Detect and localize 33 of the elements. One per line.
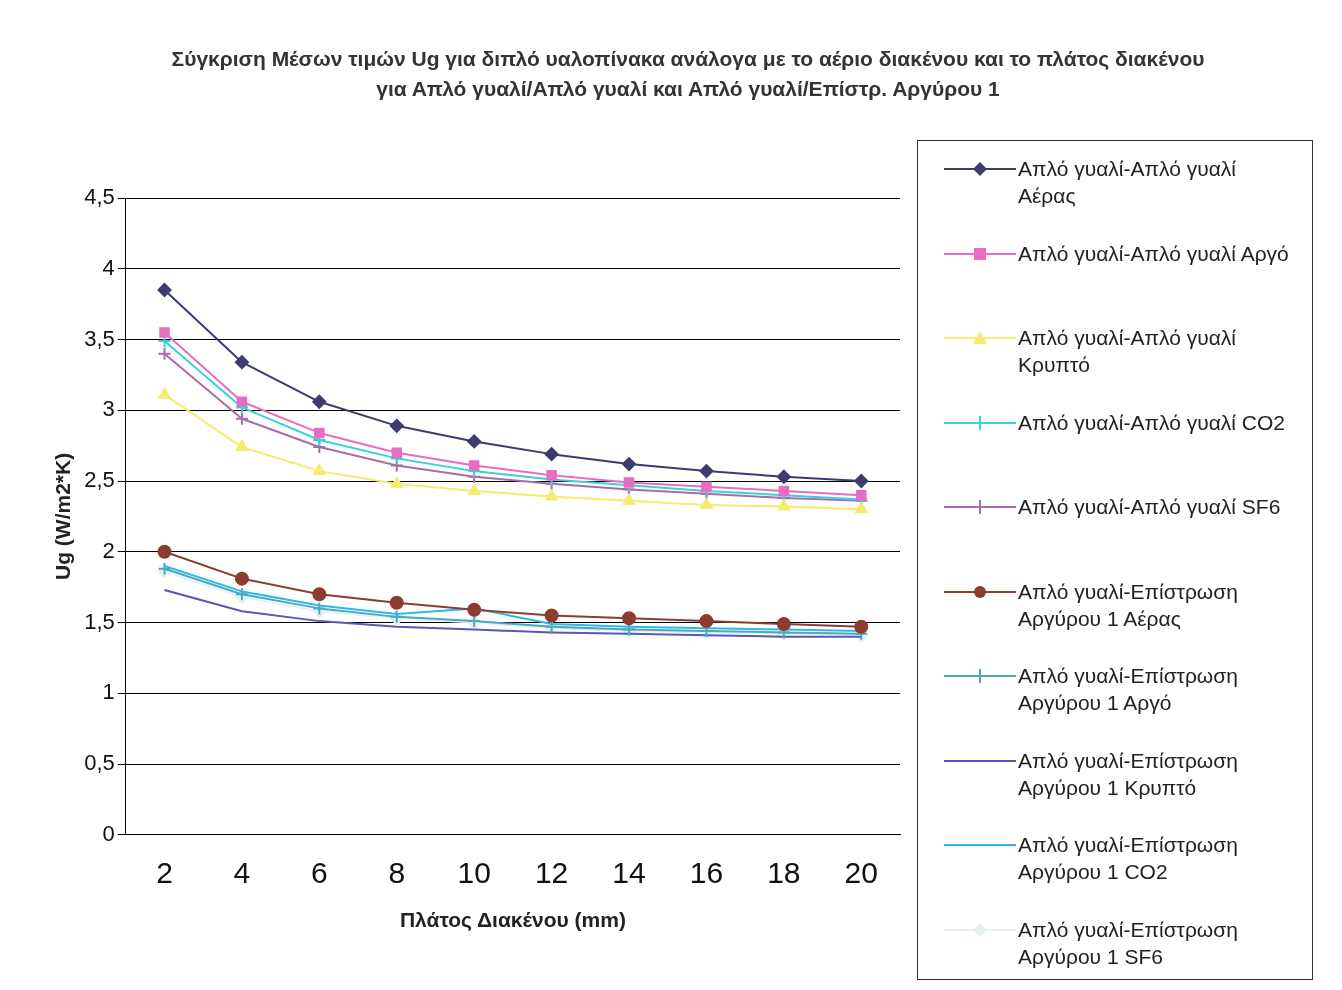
x-tick-label: 6	[310, 856, 328, 890]
x-tick-label: 20	[844, 856, 878, 890]
legend-label: Απλό γυαλί-Επίστρωση Αργύρου 1 Κρυπτό	[1018, 747, 1239, 801]
y-tick-label: 1,5	[84, 608, 115, 634]
legend-label: Απλό γυαλί-Απλό γυαλί Αέρας	[1018, 156, 1237, 209]
y-tick-label: 0	[102, 820, 115, 846]
chart-title: Σύγκριση Μέσων τιμών Ug για διπλό υαλοπίνακα ανάλογα με το αέριο διακένου και το πλάτος διακένου για Απλό γυαλί/Απλό γυαλί και Απλό γυαλί/Επίστρ. Αργύρου 1	[170, 46, 1206, 102]
legend-label: Απλό γυαλί-Επίστρωση Αργύρου 1 Αργό	[1018, 663, 1239, 716]
legend-label: Απλό γυαλί-Απλό γυαλί Αργό	[1018, 240, 1290, 267]
y-tick-label: 3,5	[84, 325, 115, 351]
x-tick-label: 2	[156, 856, 173, 890]
y-tick-label: 0,5	[84, 750, 115, 776]
y-tick-label: 4,5	[84, 184, 115, 210]
y-tick-label: 2,5	[84, 467, 115, 493]
x-tick-label: 10	[457, 856, 491, 890]
x-tick-label: 14	[612, 856, 646, 890]
y-axis-title: Ug (W/m2*K)	[51, 452, 75, 580]
x-tick-label: 16	[689, 856, 724, 890]
legend-label: Απλό γυαλί-Απλό γυαλί SF6	[1018, 494, 1282, 520]
y-tick-label: 4	[102, 254, 115, 280]
legend-label: Απλό γυαλί-Επίστρωση Αργύρου 1 SF6	[1018, 916, 1239, 970]
legend-label: Απλό γυαλί-Επίστρωση Αργύρου 1 CO2	[1018, 832, 1239, 885]
x-axis-title: Πλάτος Διακένου (mm)	[399, 908, 626, 933]
y-tick-label: 2	[102, 537, 115, 563]
x-tick-label: 8	[388, 856, 406, 890]
y-tick-label: 3	[102, 396, 115, 422]
x-tick-label: 12	[534, 856, 569, 890]
x-tick-label: 18	[767, 856, 801, 890]
legend-label: Απλό γυαλί-Απλό γυαλί Κρυπτό	[1018, 325, 1237, 378]
x-tick-label: 4	[233, 856, 251, 890]
legend-label: Απλό γυαλί-Επίστρωση Αργύρου 1 Αέρας	[1018, 578, 1239, 632]
y-tick-label: 1	[102, 679, 115, 705]
legend-label: Απλό γυαλί-Απλό γυαλί CO2	[1018, 409, 1286, 436]
